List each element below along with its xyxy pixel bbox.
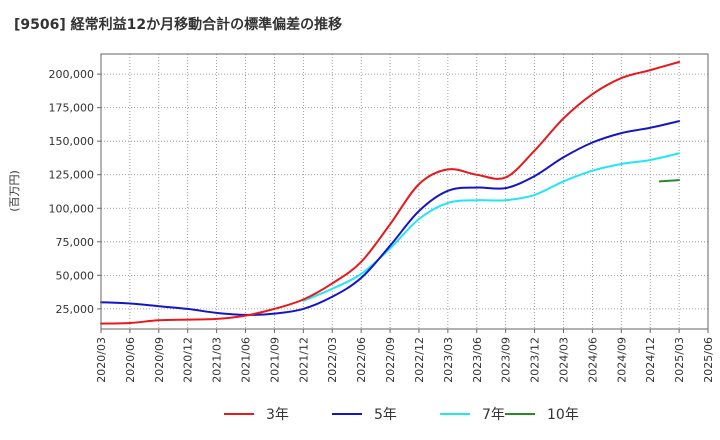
x-tick-label: 2023/09 [500,337,513,383]
x-tick-label: 2020/09 [153,337,166,383]
x-tick-label: 2022/03 [326,337,339,383]
x-tick-label: 2021/06 [240,337,253,383]
series-line-4 [658,179,681,183]
series-line-3 [302,152,681,302]
x-tick-label: 2025/06 [702,337,715,383]
y-tick-label: 175,000 [49,102,95,115]
x-tick-label: 2021/12 [297,337,310,383]
x-tick-label: 2020/12 [182,337,195,383]
y-axis-title: (百万円) [8,170,21,212]
x-tick-label: 2023/06 [471,337,484,383]
series-lines [100,61,681,325]
y-tick-label: 50,000 [56,269,95,282]
y-tick-label: 100,000 [49,202,95,215]
legend-label: 10年 [547,407,579,423]
plot-frame [100,53,709,330]
x-tick-label: 2021/03 [211,337,224,383]
x-tick-label: 2022/12 [413,337,426,383]
y-tick-label: 200,000 [49,68,95,81]
y-tick-label: 25,000 [56,303,95,316]
series-line-1 [100,61,681,325]
x-tick-label: 2025/03 [673,337,686,383]
y-axis-ticks: 25,000 50,000 75,000 100,000 125,000 150,000 1… [49,68,101,316]
series-line-2 [100,120,681,316]
y-tick-label: 150,000 [49,135,95,148]
x-tick-label: 2022/06 [355,337,368,383]
legend: 3年 5年 7年 10年 [224,407,579,423]
legend-label: 7年 [482,407,505,423]
grid-lines [100,54,709,329]
x-tick-label: 2023/03 [442,337,455,383]
x-tick-label: 2022/09 [384,337,397,383]
x-tick-label: 2024/03 [557,337,570,383]
x-tick-label: 2024/09 [615,337,628,383]
legend-label: 5年 [374,407,397,423]
x-tick-label: 2021/09 [268,337,281,383]
x-tick-label: 2023/12 [529,337,542,383]
x-axis-ticks: 2020/03 2020/06 2020/09 2020/12 2021/03 2021/… [95,329,715,383]
chart-title: [9506] 経常利益12か月移動合計の標準偏差の推移 [14,17,343,33]
y-tick-label: 125,000 [49,169,95,182]
x-tick-label: 2024/12 [644,337,657,383]
x-tick-label: 2020/03 [95,337,108,383]
x-tick-label: 2024/06 [586,337,599,383]
y-tick-label: 75,000 [56,236,95,249]
x-tick-label: 2020/06 [124,337,137,383]
legend-label: 3年 [266,407,289,423]
